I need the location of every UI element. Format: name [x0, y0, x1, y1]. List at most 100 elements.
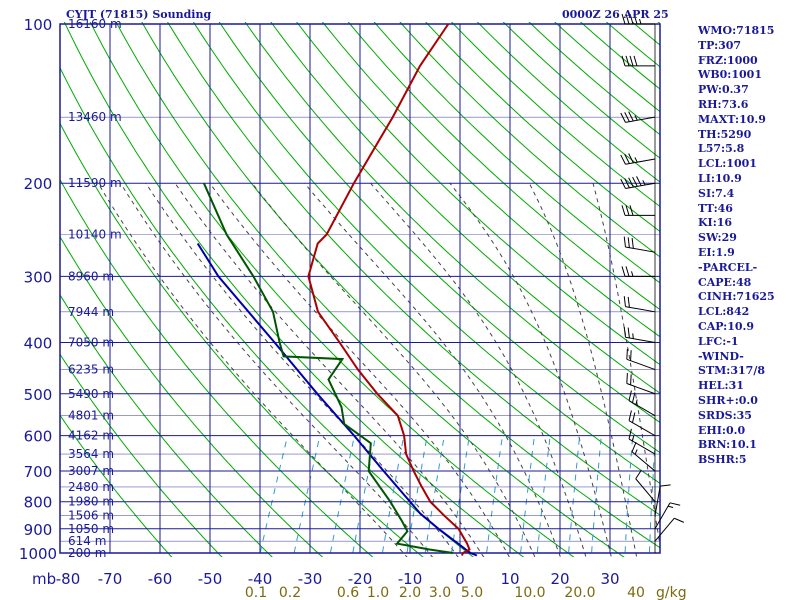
wind-barb	[623, 296, 656, 313]
wind-barb-flag	[625, 266, 630, 277]
index-item: KI:16	[698, 216, 733, 230]
dewpoint-trace	[202, 182, 454, 554]
wind-barb-shaft	[628, 400, 656, 417]
height-label: 6235 m	[68, 363, 114, 377]
mixing-ratio-line	[590, 435, 602, 557]
wind-barb-flag	[628, 428, 632, 440]
mixing-ratio-line	[405, 435, 428, 557]
wind-barb-flag	[626, 348, 628, 360]
wind-barb-flag	[669, 502, 681, 506]
grid-lines	[59, 23, 661, 554]
index-item: SRDS:35	[698, 408, 752, 422]
wind-barb	[620, 176, 656, 189]
index-item: L57:5.8	[698, 142, 745, 156]
height-label: 8960 m	[68, 269, 114, 283]
sounding-profiles	[196, 23, 478, 557]
wind-barb-shaft	[654, 486, 661, 516]
stability-indices: WMO:71815 TP:307 FRZ:1000 WB0:1001 PW:0.37 RH…	[698, 24, 775, 468]
wind-barb	[654, 484, 671, 516]
mixing-ratio-tick-label: 0.1	[245, 585, 267, 600]
dry-adiabat-line	[373, 22, 660, 284]
wind-barb-flag	[625, 13, 630, 25]
wind-barb	[621, 55, 655, 67]
height-label: 16160 m	[68, 17, 122, 31]
wind-barb-shaft	[625, 158, 656, 165]
mixing-ratio-line	[292, 435, 321, 557]
wind-barb-flag	[624, 178, 630, 188]
moist-adiabat-line	[449, 182, 612, 557]
height-label: 614 m	[68, 534, 106, 548]
index-item: LCL:842	[698, 305, 750, 319]
wind-barb-flag	[625, 55, 630, 67]
pressure-tick-label: 400	[24, 334, 53, 352]
height-label: 1050 m	[68, 522, 114, 536]
height-label: 1980 m	[68, 495, 114, 509]
wind-barb-half-flag	[635, 399, 638, 405]
wind-barb-flag	[628, 390, 632, 401]
height-label: 13460 m	[68, 110, 122, 124]
mixing-ratio-tick-label: 3.0	[429, 585, 451, 600]
wind-barb-shaft	[626, 358, 656, 371]
wind-barb-flag	[627, 327, 630, 339]
mixing-ratio-tick-label: 40	[627, 585, 645, 600]
temperature-trace	[307, 23, 471, 556]
temperature-tick-label: -30	[298, 570, 323, 588]
wind-barb-flag	[623, 326, 626, 338]
wind-barb	[628, 410, 656, 437]
wind-barb-flag	[630, 374, 632, 385]
index-item: CAPE:48	[698, 275, 752, 289]
height-label: 1506 m	[68, 509, 114, 523]
dry-adiabat-line	[218, 22, 660, 454]
wind-barb	[654, 502, 681, 530]
wind-barb-shaft	[626, 383, 656, 395]
pressure-tick-label: 200	[24, 175, 53, 193]
wind-barb	[626, 348, 656, 371]
height-label: 10140 m	[68, 228, 122, 242]
wind-barb-flag	[629, 13, 634, 25]
index-item: TT:46	[698, 201, 733, 215]
wind-barb-flag	[636, 176, 642, 186]
mixing-ratio-line	[258, 435, 289, 557]
wind-barb-shaft	[625, 306, 656, 313]
mixing-ratio-lines	[258, 435, 656, 557]
wind-barb-flag	[620, 154, 626, 165]
index-item: RH:73.6	[698, 97, 749, 111]
index-item: LI:10.9	[698, 171, 742, 185]
wind-barb-half-flag	[631, 435, 635, 442]
wind-barb-flag	[620, 112, 626, 123]
mixing-ratio-tick-label: 10.0	[514, 585, 545, 600]
moist-adiabat-line	[528, 182, 638, 557]
pressure-tick-label: 500	[24, 386, 53, 404]
pressure-tick-label: 700	[24, 463, 53, 481]
wind-barb-half-flag	[634, 449, 638, 455]
wind-barb-flag	[621, 55, 626, 67]
index-item: CINH:71625	[698, 290, 775, 304]
wind-barb	[621, 266, 655, 277]
mixing-ratio-line	[450, 435, 470, 557]
dry-adiabat-line	[167, 22, 660, 516]
temperature-tick-label: 30	[600, 570, 619, 588]
plot-frame	[59, 23, 661, 554]
wind-barb-flag	[631, 412, 636, 423]
wind-barb-flag	[632, 176, 638, 187]
wind-barb-shaft	[654, 502, 671, 530]
mixing-ratio-line	[648, 435, 656, 557]
wind-barb-shaft	[628, 438, 656, 455]
pressure-tick-label: 600	[24, 428, 53, 446]
height-label: 7050 m	[68, 335, 114, 349]
index-item: BRN:10.1	[698, 438, 757, 452]
mixing-ratio-tick-label: 20.0	[564, 585, 595, 600]
wind-barb	[623, 326, 656, 343]
index-item: SHR+:0.0	[698, 393, 758, 407]
index-item: HEL:31	[698, 379, 744, 393]
mixing-ratio-tick-label: 0.6	[337, 585, 359, 600]
wind-barb-flag	[620, 178, 626, 189]
mixing-ratio-line	[423, 435, 445, 557]
dry-adiabat-line	[296, 22, 660, 366]
mixing-ratio-line	[329, 435, 355, 557]
dry-adiabat-line	[270, 22, 660, 394]
moist-adiabat-line	[370, 182, 587, 557]
wind-barb-flag	[628, 177, 634, 188]
index-item: TH:5290	[698, 127, 752, 141]
